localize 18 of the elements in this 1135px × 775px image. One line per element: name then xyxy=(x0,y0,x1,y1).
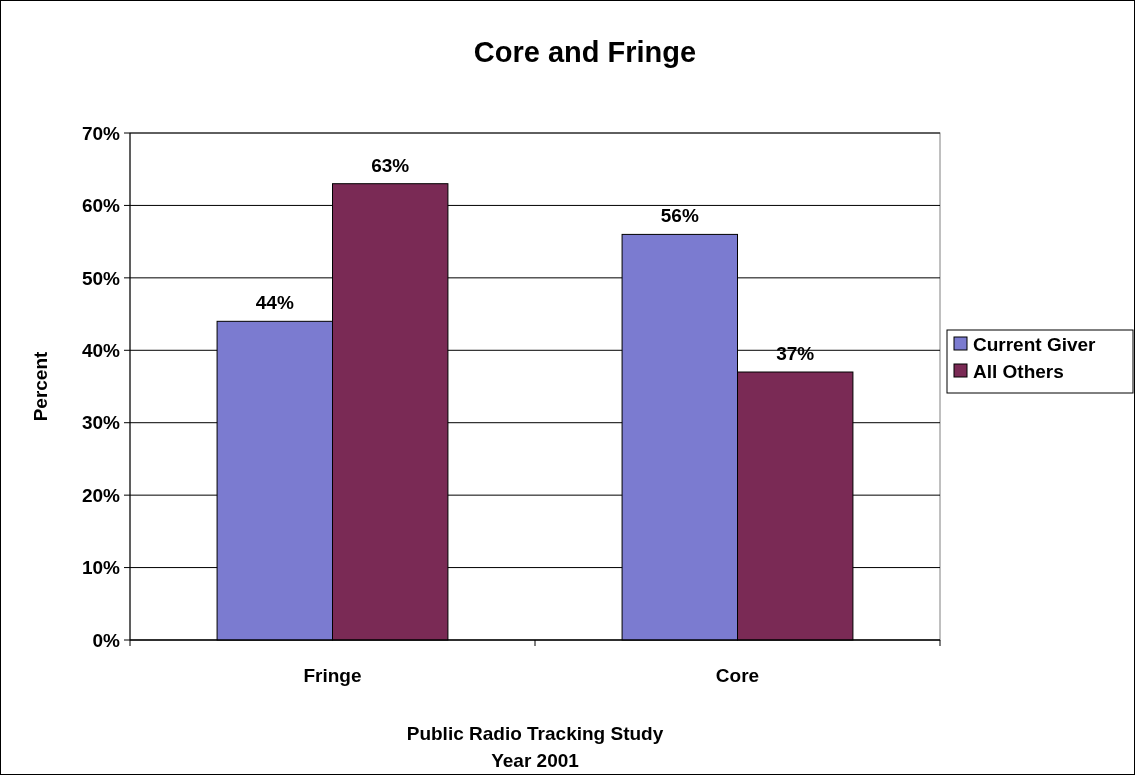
chart-title: Core and Fringe xyxy=(473,36,697,68)
y-tick-label: 20% xyxy=(81,484,121,506)
x-axis-title: Public Radio Tracking Study Year 2001 xyxy=(406,723,664,771)
x-tick-label: Core xyxy=(715,665,760,686)
data-label: 56% xyxy=(660,205,699,227)
y-tick-label: 60% xyxy=(81,195,121,217)
data-label: 63% xyxy=(371,154,410,176)
y-tick-label: 10% xyxy=(81,557,121,579)
data-label: 44% xyxy=(255,292,294,314)
y-tick-label: 50% xyxy=(81,267,121,289)
y-tick-label: 70% xyxy=(81,122,121,144)
x-tick-label: Fringe xyxy=(303,665,362,686)
y-tick-label: 0% xyxy=(92,629,121,651)
y-tick-label: 30% xyxy=(81,412,121,434)
y-axis-title: Percent xyxy=(30,350,51,422)
y-tick-label: 40% xyxy=(81,339,121,361)
legend-label: Current Giver xyxy=(973,333,1097,355)
legend-label: All Others xyxy=(973,360,1064,382)
